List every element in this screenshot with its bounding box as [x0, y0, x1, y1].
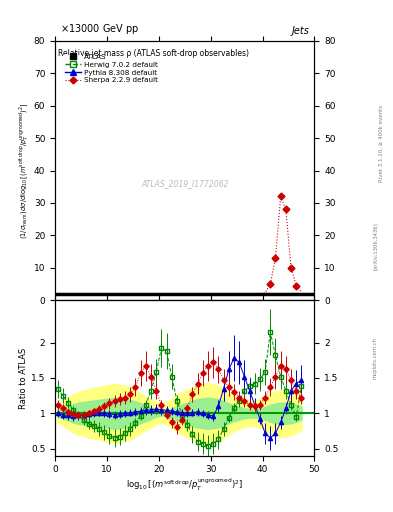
Y-axis label: $(1/\sigma_{\rm resm})\,d\sigma/d\log_{10}[(m^{\rm soft\,drop}/p_T^{\rm ungroome: $(1/\sigma_{\rm resm})\,d\sigma/d\log_{1… [17, 102, 31, 239]
Y-axis label: Ratio to ATLAS: Ratio to ATLAS [19, 347, 28, 409]
X-axis label: $\log_{10}[(m^{\mathrm{soft\,drop}}/p_T^{\mathrm{ungroomed}})^2]$: $\log_{10}[(m^{\mathrm{soft\,drop}}/p_T^… [126, 477, 243, 494]
Text: Relative jet mass ρ (ATLAS soft-drop observables): Relative jet mass ρ (ATLAS soft-drop obs… [58, 49, 249, 58]
Text: ATLAS_2019_I1772062: ATLAS_2019_I1772062 [141, 179, 228, 188]
Text: mcplots.cern.ch: mcplots.cern.ch [373, 337, 378, 379]
Text: $\times$13000 GeV pp: $\times$13000 GeV pp [60, 22, 140, 36]
Text: [arXiv:1306.3436]: [arXiv:1306.3436] [373, 222, 378, 270]
Legend: ATLAS, Herwig 7.0.2 default, Pythia 8.308 default, Sherpa 2.2.9 default: ATLAS, Herwig 7.0.2 default, Pythia 8.30… [64, 52, 160, 85]
Text: Rivet 3.1.10, ≥ 400k events: Rivet 3.1.10, ≥ 400k events [379, 105, 384, 182]
Text: Jets: Jets [291, 26, 309, 36]
